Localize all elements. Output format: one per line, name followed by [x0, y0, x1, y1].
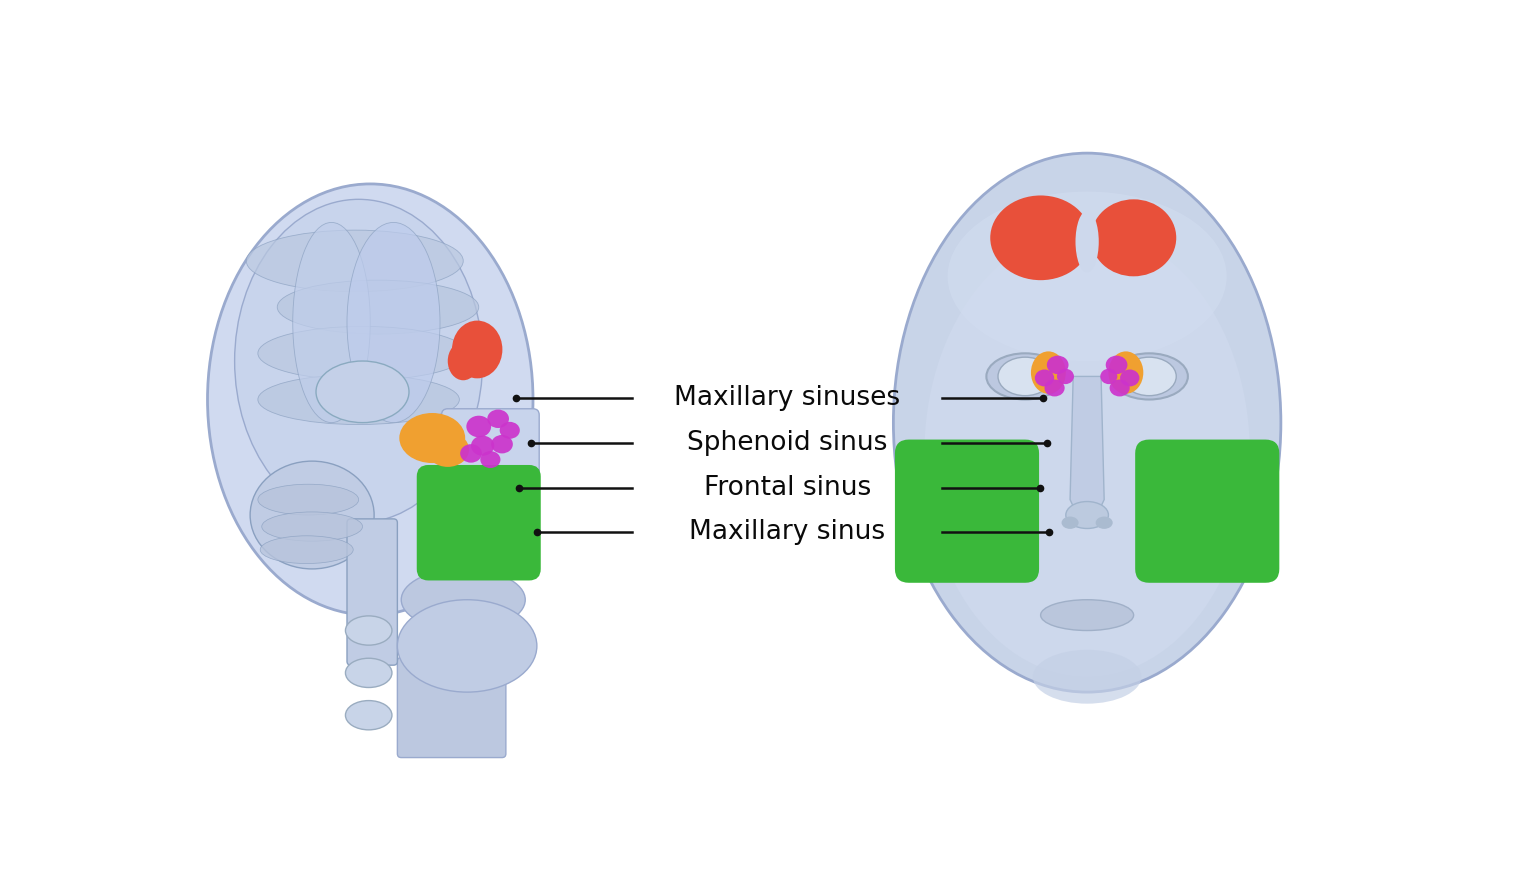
Ellipse shape	[1095, 517, 1112, 529]
FancyBboxPatch shape	[416, 465, 541, 580]
Ellipse shape	[925, 230, 1250, 677]
Ellipse shape	[452, 321, 502, 379]
Ellipse shape	[461, 445, 482, 462]
Ellipse shape	[207, 184, 533, 615]
Ellipse shape	[235, 200, 482, 523]
Polygon shape	[1071, 376, 1104, 523]
FancyBboxPatch shape	[347, 519, 398, 666]
Ellipse shape	[346, 658, 392, 688]
Ellipse shape	[316, 361, 409, 422]
Ellipse shape	[487, 410, 508, 428]
FancyBboxPatch shape	[895, 439, 1038, 583]
FancyBboxPatch shape	[441, 409, 539, 575]
Text: Frontal sinus: Frontal sinus	[703, 475, 871, 501]
Ellipse shape	[246, 230, 464, 291]
Ellipse shape	[948, 454, 1025, 515]
Ellipse shape	[398, 600, 538, 692]
Ellipse shape	[278, 280, 479, 334]
Ellipse shape	[481, 451, 501, 468]
Ellipse shape	[399, 413, 465, 463]
Ellipse shape	[1044, 380, 1064, 396]
Ellipse shape	[472, 436, 495, 455]
Ellipse shape	[1149, 454, 1227, 515]
Ellipse shape	[1091, 200, 1177, 276]
Ellipse shape	[260, 535, 353, 563]
Ellipse shape	[258, 326, 467, 380]
Ellipse shape	[293, 223, 370, 422]
Ellipse shape	[1048, 356, 1069, 374]
Ellipse shape	[1121, 357, 1177, 396]
Ellipse shape	[1106, 356, 1127, 374]
Ellipse shape	[986, 354, 1064, 399]
Ellipse shape	[1111, 354, 1187, 399]
Ellipse shape	[1057, 369, 1074, 384]
FancyBboxPatch shape	[1135, 439, 1279, 583]
Ellipse shape	[1032, 650, 1141, 704]
FancyBboxPatch shape	[398, 658, 505, 757]
Text: Maxillary sinuses: Maxillary sinuses	[674, 386, 900, 412]
Ellipse shape	[1120, 370, 1140, 387]
Ellipse shape	[1066, 502, 1109, 528]
Ellipse shape	[401, 569, 525, 631]
Ellipse shape	[499, 421, 519, 438]
Ellipse shape	[1035, 370, 1054, 387]
Ellipse shape	[258, 484, 358, 515]
Ellipse shape	[1031, 351, 1066, 394]
Ellipse shape	[449, 342, 479, 380]
Ellipse shape	[261, 512, 362, 541]
Ellipse shape	[1109, 351, 1143, 394]
Ellipse shape	[492, 435, 513, 454]
Ellipse shape	[894, 153, 1281, 692]
Ellipse shape	[1075, 211, 1098, 273]
Ellipse shape	[1100, 369, 1117, 384]
Text: Maxillary sinus: Maxillary sinus	[690, 519, 885, 545]
Ellipse shape	[258, 374, 459, 424]
Ellipse shape	[1040, 600, 1134, 631]
Ellipse shape	[250, 462, 375, 569]
Ellipse shape	[467, 416, 492, 437]
Ellipse shape	[998, 357, 1052, 396]
Ellipse shape	[346, 616, 392, 645]
Ellipse shape	[427, 432, 468, 467]
Ellipse shape	[347, 223, 439, 422]
Ellipse shape	[948, 192, 1227, 361]
Ellipse shape	[346, 700, 392, 730]
Ellipse shape	[991, 195, 1091, 280]
Text: Sphenoid sinus: Sphenoid sinus	[687, 430, 888, 456]
Ellipse shape	[1061, 517, 1078, 529]
Ellipse shape	[1109, 380, 1130, 396]
